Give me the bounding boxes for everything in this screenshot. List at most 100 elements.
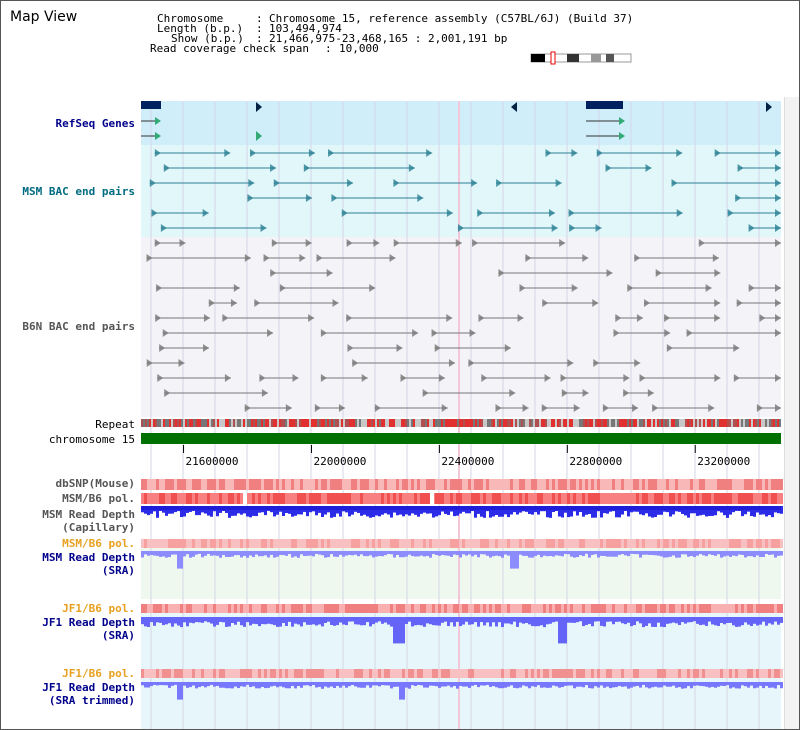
msm-depth-bar [642, 506, 645, 516]
jf1-trim-depth-bar [408, 682, 411, 689]
msm-bac-pair-end [393, 179, 400, 187]
msm-bac-pair-end [149, 179, 156, 187]
repeat-block [377, 419, 379, 427]
b6n-bac-pair-end [517, 314, 524, 322]
msm-pol2-band [537, 539, 540, 548]
repeat-block [201, 419, 203, 427]
track-label-chromosome[interactable]: chromosome 15 [48, 433, 135, 446]
msm-sra-depth-bar [714, 551, 717, 556]
track-label-b6n-bac[interactable]: B6N BAC end pairs [22, 320, 135, 333]
jf1-pol-band [744, 604, 747, 613]
b6n-bac-pair-end [448, 359, 455, 367]
msm-pol-band [297, 493, 300, 504]
jf1-depth-bar [453, 617, 456, 627]
repeat-block [771, 419, 773, 427]
msm-bac-pair-end [160, 224, 167, 232]
jf1-trim-depth-bar [150, 682, 153, 687]
msm-pol2-band [429, 539, 432, 548]
msm-depth-bar [501, 506, 504, 517]
repeat-block [643, 419, 645, 427]
msm-pol2-band [660, 539, 663, 548]
dbsnp-band [267, 479, 270, 490]
track-label-msm-b6-pol-2[interactable]: MSM/B6 pol. [62, 537, 135, 550]
jf1-pol2-band [765, 669, 768, 678]
jf1-pol-band [738, 604, 741, 613]
msm-pol2-band [579, 539, 582, 548]
b6n-bac-pair-end [164, 389, 171, 397]
repeat-block [225, 419, 227, 427]
jf1-pol2-band [534, 669, 537, 678]
msm-bac-pair-end [426, 149, 433, 157]
msm-sra-depth-bar [315, 551, 318, 554]
dbsnp-band [708, 479, 711, 490]
repeat-block [401, 419, 403, 427]
msm-sra-depth-bar [372, 551, 375, 558]
dbsnp-band [315, 479, 318, 490]
repeat-block [503, 419, 505, 427]
jf1-depth-bar [294, 617, 297, 624]
jf1-pol-band [447, 604, 450, 613]
jf1-pol-band [660, 604, 663, 613]
vertical-scrollbar[interactable] [784, 97, 799, 729]
chromosome-key: Chromosome [157, 12, 224, 25]
track-label-msm-depth-capillary[interactable]: MSM Read Depth [42, 508, 135, 521]
track-label-msm-b6-pol[interactable]: MSM/B6 pol. [62, 492, 135, 505]
track-label-jf1-depth-sra[interactable]: JF1 Read Depth [42, 616, 135, 629]
jf1-pol-band [162, 604, 165, 613]
msm-pol2-band [381, 539, 384, 548]
repeat-block [423, 419, 425, 427]
msm-pol-band [312, 493, 315, 504]
msm-depth-bar [492, 506, 495, 517]
msm-bac-pair-end [248, 179, 255, 187]
msm-pol-band [168, 493, 171, 504]
jf1-pol-band [510, 604, 513, 613]
msm-sra-depth-bar [522, 551, 525, 556]
jf1-depth-bar [702, 617, 705, 625]
b6n-bac-pair-end [441, 404, 448, 412]
repeat-block [723, 419, 725, 427]
msm-bac-pair-end [569, 224, 576, 232]
msm-pol-band [465, 493, 468, 504]
jf1-depth-bar [714, 617, 717, 626]
track-label-refseq-genes[interactable]: RefSeq Genes [55, 117, 135, 130]
msm-pol-band [600, 493, 603, 504]
jf1-pol2-band [681, 669, 684, 678]
jf1-pol-band [402, 604, 405, 613]
dbsnp-band [624, 479, 627, 490]
jf1-trim-depth-bar [777, 682, 780, 686]
jf1-trim-depth-bar [750, 682, 753, 686]
dbsnp-band [357, 479, 360, 490]
dbsnp-band [714, 479, 717, 490]
track-label-repeat[interactable]: Repeat [95, 418, 135, 431]
jf1-pol-band [648, 604, 651, 613]
track-label-msm-depth-sra[interactable]: MSM Read Depth [42, 551, 135, 564]
repeat-block [529, 419, 531, 427]
jf1-depth-bar [621, 617, 624, 624]
msm-pol-band [774, 493, 777, 504]
track-label-msm-bac[interactable]: MSM BAC end pairs [22, 185, 135, 198]
msm-sra-depth-bar [402, 551, 405, 558]
msm-pol2-band [198, 539, 201, 548]
jf1-trim-depth-bar [471, 682, 474, 686]
repeat-block [577, 419, 579, 427]
msm-depth-bar [594, 506, 597, 518]
track-label-jf1-b6-pol[interactable]: JF1/B6 pol. [62, 602, 135, 615]
jf1-pol2-band [198, 669, 201, 678]
jf1-pol-band [603, 604, 606, 613]
msm-pol-band [723, 493, 726, 504]
dbsnp-band [420, 479, 423, 490]
jf1-depth-bar [576, 617, 579, 623]
msm-pol2-band [504, 539, 507, 548]
msm-sra-depth-bar [576, 551, 579, 558]
repeat-block [565, 419, 567, 427]
track-label-dbsnp[interactable]: dbSNP(Mouse) [55, 477, 135, 490]
jf1-trim-depth-bar [270, 682, 273, 687]
jf1-depth-bar [297, 617, 300, 625]
msm-sra-depth-bar [225, 551, 228, 557]
jf1-trim-depth-bar [684, 682, 687, 689]
track-label-jf1-depth-trimmed[interactable]: JF1 Read Depth [42, 681, 135, 694]
msm-pol-band [468, 493, 471, 504]
track-label-jf1-b6-pol-2[interactable]: JF1/B6 pol. [62, 667, 135, 680]
msm-pol2-band [633, 539, 636, 548]
